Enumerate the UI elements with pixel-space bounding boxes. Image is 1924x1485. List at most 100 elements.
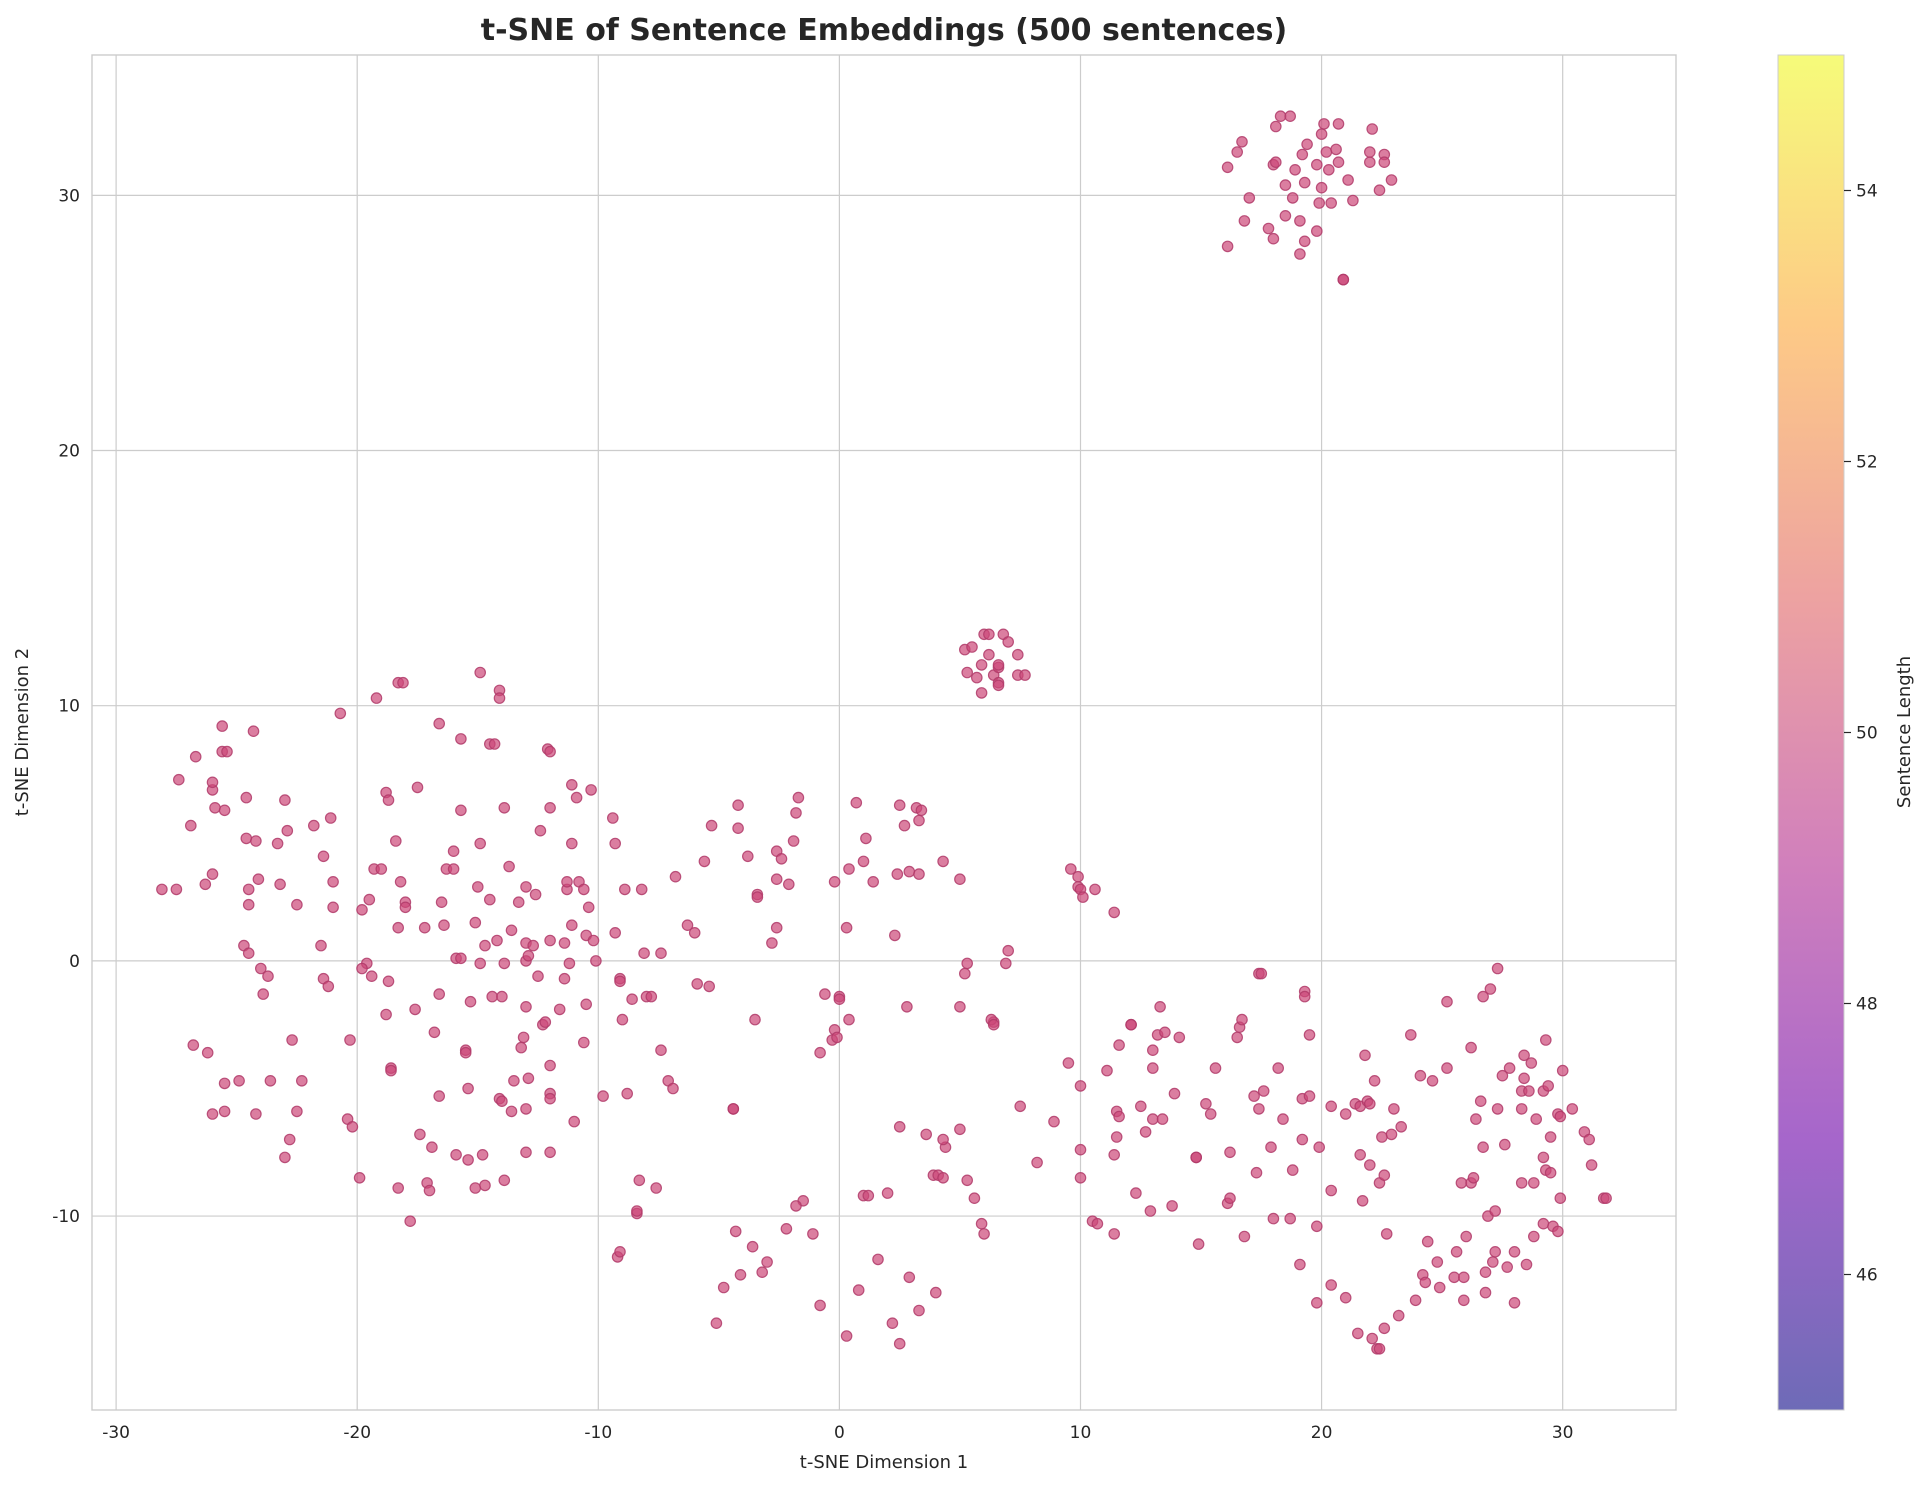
data-point: [520, 1000, 532, 1013]
data-point: [1325, 197, 1337, 209]
data-point: [833, 993, 846, 1005]
data-point: [614, 1246, 626, 1258]
data-point: [787, 835, 800, 847]
data-point: [274, 878, 286, 891]
x-axis-ticks: -30 -20 -10 0 10 20 30: [102, 1423, 1573, 1443]
data-point: [1192, 1238, 1205, 1250]
data-point: [1325, 1100, 1337, 1113]
data-point: [185, 819, 197, 832]
data-point: [522, 1072, 535, 1085]
data-point: [1315, 181, 1328, 194]
data-point: [356, 903, 368, 916]
data-point: [392, 1182, 404, 1194]
data-point: [242, 898, 255, 911]
data-point: [565, 778, 578, 791]
data-point: [394, 875, 407, 888]
data-point: [1544, 1131, 1557, 1143]
data-point: [433, 1090, 445, 1102]
data-point: [1257, 1085, 1270, 1097]
data-point: [1376, 1131, 1388, 1143]
data-point: [1325, 1279, 1337, 1291]
data-point: [1048, 1115, 1060, 1128]
data-point: [958, 967, 971, 980]
data-point: [544, 745, 556, 758]
data-point: [893, 799, 906, 811]
data-point: [1496, 1069, 1509, 1082]
data-point: [385, 1064, 397, 1077]
data-point: [1031, 1156, 1043, 1169]
data-point: [616, 1013, 629, 1026]
data-point: [491, 934, 503, 947]
data-point: [1250, 1166, 1263, 1179]
data-point: [626, 993, 638, 1005]
data-point: [327, 875, 339, 888]
data-point: [508, 1075, 520, 1087]
colorbar-ticks: 46 48 50 52 54: [1844, 182, 1878, 1286]
data-point: [1286, 192, 1299, 204]
data-point: [1108, 1228, 1120, 1240]
data-point: [544, 1059, 556, 1072]
data-point: [638, 947, 650, 959]
data-point: [881, 1187, 894, 1199]
y-tick-label: 30: [58, 186, 80, 206]
data-point: [961, 957, 973, 970]
data-point: [505, 924, 518, 937]
data-point: [464, 995, 477, 1008]
data-point: [1173, 1031, 1186, 1044]
data-point: [1479, 1266, 1492, 1278]
data-point: [1552, 1225, 1564, 1238]
data-point: [1530, 1113, 1542, 1125]
data-point: [486, 990, 498, 1003]
data-point: [173, 773, 185, 786]
y-tick-label: 10: [58, 697, 80, 717]
data-point: [435, 896, 448, 908]
plot-frame: [91, 54, 1677, 1411]
data-point: [1368, 1075, 1381, 1087]
data-point: [814, 1046, 826, 1059]
data-point: [831, 1031, 843, 1044]
data-point: [1409, 1294, 1422, 1307]
data-point: [1311, 158, 1323, 171]
data-point: [1373, 184, 1386, 196]
data-point: [872, 1253, 884, 1266]
data-point: [563, 957, 576, 970]
data-point: [860, 832, 872, 845]
data-point: [479, 1179, 491, 1192]
colorbar-tick-label: 54: [1856, 182, 1878, 202]
data-point: [1074, 1080, 1087, 1092]
data-point: [1373, 1343, 1386, 1355]
data-point: [240, 832, 253, 845]
data-point: [1166, 1200, 1178, 1212]
data-point: [469, 1182, 482, 1194]
data-point: [295, 1075, 308, 1087]
data-point: [216, 720, 228, 732]
data-point: [1332, 156, 1345, 168]
data-point: [954, 873, 966, 885]
data-point: [1364, 146, 1376, 158]
data-point: [1190, 1151, 1202, 1164]
data-point: [1508, 1246, 1521, 1258]
data-point: [1380, 1228, 1393, 1240]
data-point: [1289, 164, 1301, 176]
data-point: [1221, 161, 1234, 174]
data-point: [1130, 1187, 1142, 1199]
data-point: [966, 641, 978, 653]
data-point: [252, 873, 265, 885]
data-point: [645, 990, 658, 1003]
data-point: [1113, 1039, 1125, 1051]
data-point: [780, 1223, 793, 1235]
colorbar: 46 48 50 52 54 Sentence Length: [1777, 54, 1915, 1411]
data-point: [1236, 136, 1248, 148]
data-point: [1002, 944, 1014, 957]
data-point: [1147, 1044, 1159, 1056]
data-point: [380, 1008, 392, 1021]
data-point: [1458, 1294, 1470, 1307]
data-point: [1318, 118, 1330, 130]
data-point: [1385, 1128, 1398, 1141]
data-point: [570, 791, 583, 804]
data-point: [1421, 1235, 1434, 1248]
data-point: [476, 1149, 489, 1161]
x-tick-label: -10: [584, 1423, 612, 1443]
data-point: [766, 937, 778, 949]
